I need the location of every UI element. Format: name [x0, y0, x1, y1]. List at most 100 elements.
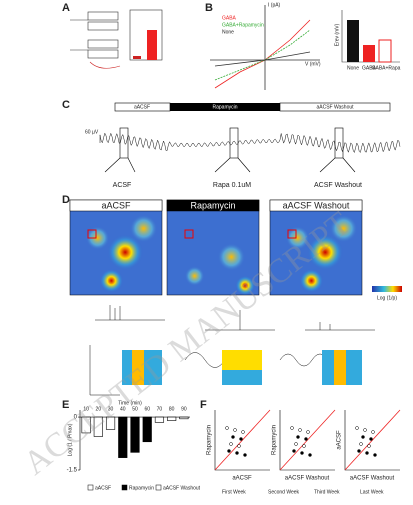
- point: [371, 430, 375, 434]
- axis-label: aACSF Washout: [350, 476, 395, 482]
- bar: [154, 416, 165, 423]
- x-tick-label: 30: [108, 406, 114, 412]
- identity-line: [279, 409, 336, 471]
- point: [365, 451, 369, 455]
- heatmap-title: aACSF: [101, 200, 131, 210]
- legend-swatch: [87, 484, 94, 491]
- y-tick-label: 0: [74, 415, 78, 421]
- point: [239, 437, 243, 441]
- point: [235, 451, 239, 455]
- legend-item: GABA: [222, 15, 237, 21]
- title-box: [166, 199, 260, 212]
- point: [357, 449, 361, 453]
- hot-spot: [217, 243, 246, 271]
- point: [296, 435, 300, 439]
- title-box: [69, 199, 163, 212]
- bar: [167, 416, 177, 421]
- point: [363, 428, 367, 432]
- y-tick-label: -1.5: [67, 468, 78, 474]
- x-tick-label: 40: [120, 406, 126, 412]
- bar: [93, 416, 103, 437]
- condition-label: aACSF: [134, 104, 150, 110]
- legend-swatch: [155, 484, 162, 491]
- identity-line: [214, 409, 271, 471]
- roi-box: [87, 229, 97, 239]
- legend-item: Third Week: [314, 489, 340, 495]
- point: [361, 435, 365, 439]
- panel-letter: C: [62, 99, 70, 111]
- axis-label: aACSF: [232, 476, 252, 482]
- axis-label: Log (1 / Pmax): [67, 423, 73, 456]
- legend-item: aACSF Washout: [163, 485, 201, 491]
- point: [243, 453, 247, 457]
- heatmaps: aACSF Rapamycin aACSF Washout: [69, 199, 363, 296]
- axis-label: Erev (mV): [334, 23, 340, 46]
- bar: [81, 416, 91, 434]
- hot-spot: [129, 214, 158, 243]
- epoch-label: ACSF: [113, 182, 132, 189]
- panel-b-iv: [210, 5, 320, 90]
- x-tick-label: 20: [96, 406, 102, 412]
- bar: [118, 416, 128, 458]
- scatter-plots: Rapamycin aACSF Rapamycin aACSF Washout aACS…: [207, 409, 401, 495]
- point: [359, 442, 363, 446]
- point: [308, 453, 312, 457]
- legend-swatch: [121, 484, 128, 491]
- hot-spot: [235, 275, 256, 296]
- bar-chart: 0 -1.5 10 20 30 40 50 60 70 80 90 aACSF Rapamycin aAC…: [67, 406, 201, 491]
- spike-traces: [89, 305, 375, 396]
- bar: [105, 416, 116, 430]
- epoch-label: ACSF Washout: [314, 182, 362, 189]
- panel-letter: A: [62, 2, 70, 14]
- x-tick-label: 90: [181, 406, 187, 412]
- point: [241, 430, 245, 434]
- bar: [142, 416, 152, 443]
- point: [306, 430, 310, 434]
- point: [302, 444, 306, 448]
- hot-spot: [85, 226, 110, 250]
- x-tick-label: 10: [83, 406, 89, 412]
- scale-label: 60 µV: [85, 129, 99, 135]
- point: [229, 442, 233, 446]
- axis-label: V (mV): [305, 61, 321, 67]
- point: [237, 444, 241, 448]
- point: [225, 426, 229, 430]
- axis-label: aACSF: [337, 430, 343, 450]
- roi-box: [287, 229, 297, 239]
- zoom-boxes: [104, 127, 356, 173]
- legend-item: GABA+Rapamycin: [222, 22, 264, 28]
- title-box: [269, 199, 363, 212]
- colorbar-label: Log (1/p): [377, 295, 397, 301]
- tick-label: GABA: [362, 65, 377, 71]
- legend-item: Second Week: [268, 489, 300, 495]
- colorbar: [372, 286, 402, 292]
- identity-line: [344, 409, 401, 471]
- legend-item: aACSF: [95, 485, 111, 491]
- x-tick-label: 80: [169, 406, 175, 412]
- panel-b-bars: [341, 10, 400, 63]
- point: [294, 442, 298, 446]
- point: [300, 451, 304, 455]
- hot-spot: [107, 234, 144, 271]
- axis-label: Rapamycin: [207, 425, 213, 455]
- hot-spot: [99, 268, 124, 293]
- point: [233, 428, 237, 432]
- legend-item: First Week: [222, 489, 246, 495]
- tick-label: None: [347, 65, 359, 71]
- panel-letter: E: [62, 399, 69, 411]
- point: [369, 437, 373, 441]
- hot-spot: [307, 234, 344, 271]
- axis-label: I (pA): [268, 2, 281, 8]
- panel-letter: F: [200, 399, 207, 411]
- x-tick-label: 70: [157, 406, 163, 412]
- hot-spot: [299, 268, 324, 293]
- tick-label: GABA+Rapa: [372, 65, 401, 71]
- condition-bar: [114, 102, 391, 112]
- hot-spot: [184, 266, 205, 286]
- x-tick-label: 60: [144, 406, 150, 412]
- heatmap-title: aACSF Washout: [283, 200, 350, 210]
- bar: [130, 416, 140, 453]
- axis-label: aACSF Washout: [285, 476, 330, 482]
- hot-spot: [285, 226, 310, 250]
- point: [373, 453, 377, 457]
